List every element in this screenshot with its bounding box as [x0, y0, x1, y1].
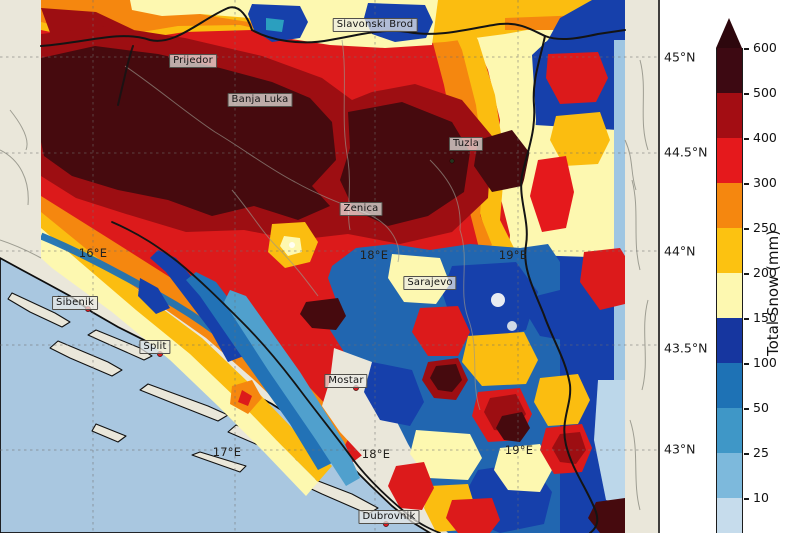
city-label-sibenik: Šibenik [52, 296, 98, 310]
contour-fills [41, 0, 625, 533]
lat-label-44n: 44°N [664, 243, 696, 259]
city-label-zenica: Zenica [339, 202, 383, 216]
colorbar-segment-10-25 [717, 453, 742, 498]
colorbar-tick-label-300: 300 [753, 175, 777, 190]
colorbar-segment-150-200 [717, 273, 742, 318]
colorbar-tick [744, 408, 749, 410]
lon-label-18e-north: 18°E [359, 248, 389, 262]
colorbar-tick [744, 453, 749, 455]
colorbar-tick-label-500: 500 [753, 85, 777, 100]
lat-label-45n: 45°N [664, 49, 696, 65]
colorbar-tick-label-25: 25 [753, 445, 769, 460]
contour-map-svg [0, 0, 660, 533]
map-canvas [0, 0, 660, 533]
colorbar-tick-label-200: 200 [753, 265, 777, 280]
colorbar [716, 48, 743, 533]
colorbar-title: Total Snow (mm) [764, 230, 782, 356]
city-label-split: Split [139, 340, 171, 354]
colorbar-segment-300-400 [717, 138, 742, 183]
lon-label-19e-south: 19°E [504, 443, 534, 457]
colorbar-tick [744, 498, 749, 500]
colorbar-tick [744, 93, 749, 95]
colorbar-tick-label-10: 10 [753, 490, 769, 505]
colorbar-segment-lt-10 [717, 498, 742, 533]
colorbar-tick [744, 363, 749, 365]
colorbar-tick [744, 318, 749, 320]
admin-borders-inner [124, 39, 481, 411]
city-label-dubrovnik: Dubrovnik [358, 510, 420, 524]
colorbar-tick-label-400: 400 [753, 130, 777, 145]
city-label-banja-luka: Banja Luka [227, 93, 293, 107]
colorbar-segment-100-150 [717, 318, 742, 363]
lon-label-17e-south: 17°E [212, 445, 242, 459]
lat-label-43-5n: 43.5°N [664, 340, 708, 356]
colorbar-tick [744, 183, 749, 185]
colorbar-segment-500-600 [717, 48, 742, 93]
lat-label-43n: 43°N [664, 441, 696, 457]
colorbar-segment-25-50 [717, 408, 742, 453]
colorbar-tick [744, 48, 749, 50]
colorbar-tick [744, 138, 749, 140]
colorbar-tick-label-100: 100 [753, 355, 777, 370]
colorbar-segment-200-250 [717, 228, 742, 273]
lon-label-18e-south: 18°E [361, 447, 391, 461]
colorbar-tick-label-250: 250 [753, 220, 777, 235]
admin-borders [0, 59, 649, 511]
city-label-sarajevo: Sarajevo [403, 276, 457, 290]
colorbar-tick [744, 273, 749, 275]
colorbar-extend-arrow [716, 18, 742, 48]
city-label-slavonski-brod: Slavonski Brod [332, 18, 418, 32]
city-label-mostar: Mostar [324, 374, 368, 388]
graticule [0, 0, 660, 533]
lon-label-19e-north: 19°E [498, 248, 528, 262]
colorbar-tick-label-150: 150 [753, 310, 777, 325]
colorbar-tick [744, 228, 749, 230]
lat-label-44-5n: 44.5°N [664, 144, 708, 160]
colorbar-segment-50-100 [717, 363, 742, 408]
city-label-prijedor: Prijedor [169, 54, 217, 68]
colorbar-segment-250-300 [717, 183, 742, 228]
colorbar-segment-400-500 [717, 93, 742, 138]
lon-label-16e-north: 16°E [78, 246, 108, 260]
colorbar-tick-label-50: 50 [753, 400, 769, 415]
city-label-tuzla: Tuzla [448, 137, 484, 151]
colorbar-tick-label-600: 600 [753, 40, 777, 55]
